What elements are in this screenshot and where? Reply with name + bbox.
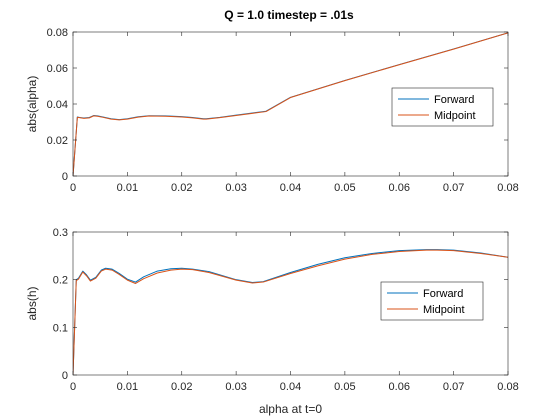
- subplot-2: 0 0.01 0.02 0.03 0.04 0.05 0.06 0.07 0.08 0 0.1 0.2…: [25, 227, 519, 416]
- x-axis-label: alpha at t=0: [259, 402, 322, 416]
- series-group: [73, 32, 508, 176]
- x-tick-label: 0.08: [497, 381, 518, 393]
- x-tick-label: 0.03: [225, 381, 246, 393]
- legend-box: [380, 281, 484, 321]
- x-tick-label: 0.02: [171, 182, 192, 194]
- legend-label-midpoint: Midpoint: [434, 110, 476, 122]
- legend: Forward Midpoint: [391, 87, 494, 127]
- x-tick-label: 0.05: [334, 381, 355, 393]
- x-tick-label: 0.07: [443, 182, 464, 194]
- y-tick-label: 0.06: [47, 63, 68, 75]
- y-tick-label: 0.1: [53, 322, 68, 334]
- x-tick-label: 0.01: [117, 182, 138, 194]
- y-tick-label: 0.02: [47, 135, 68, 147]
- subplot-1: 0 0.01 0.02 0.03 0.04 0.05 0.06 0.07 0.08 0 0.02 0.…: [25, 27, 519, 194]
- legend: Forward Midpoint: [380, 281, 484, 321]
- x-tick-label: 0.01: [117, 381, 138, 393]
- x-tick-label: 0.04: [280, 182, 301, 194]
- legend-label-forward: Forward: [434, 94, 474, 106]
- y-tick-label: 0.2: [53, 275, 68, 287]
- x-tick-label: 0: [70, 182, 76, 194]
- x-tick-label: 0.08: [497, 182, 518, 194]
- x-tick-label: 0.07: [443, 381, 464, 393]
- x-tick-label: 0.04: [280, 381, 301, 393]
- series-line-midpoint: [73, 32, 508, 176]
- series-line-forward: [73, 249, 508, 375]
- y-axis-label: abs(alpha): [25, 76, 39, 133]
- y-tick-label: 0.3: [53, 227, 68, 239]
- y-tick-label: 0.04: [47, 99, 68, 111]
- y-tick-label: 0.08: [47, 27, 68, 39]
- x-tick-label: 0.05: [334, 182, 355, 194]
- series-line-midpoint: [73, 249, 508, 375]
- y-axis-label: abs(h): [25, 286, 39, 320]
- x-tick-label: 0.03: [225, 182, 246, 194]
- y-tick-label: 0: [62, 171, 68, 183]
- legend-label-midpoint: Midpoint: [423, 304, 465, 316]
- x-tick-label: 0.06: [389, 182, 410, 194]
- x-tick-label: 0.02: [171, 381, 192, 393]
- x-tick-label: 0.06: [389, 381, 410, 393]
- y-tick-label: 0: [62, 370, 68, 382]
- x-tick-label: 0: [70, 381, 76, 393]
- legend-label-forward: Forward: [423, 288, 463, 300]
- figure-title: Q = 1.0 timestep = .01s: [224, 8, 354, 22]
- legend-box: [391, 87, 494, 127]
- series-group: [73, 249, 508, 375]
